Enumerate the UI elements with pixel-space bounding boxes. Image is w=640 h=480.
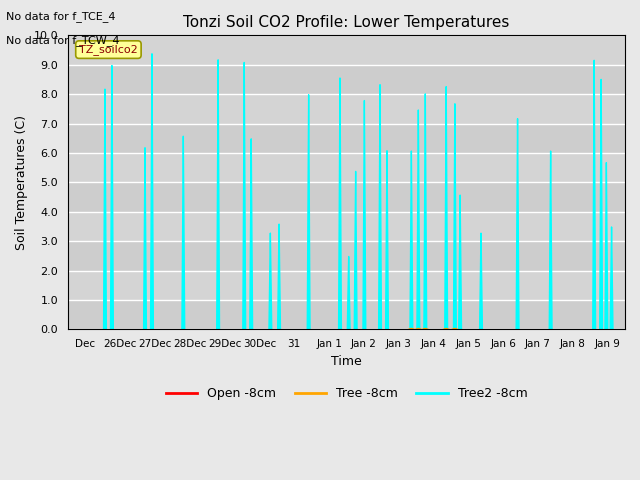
Y-axis label: Soil Temperatures (C): Soil Temperatures (C)	[15, 115, 28, 250]
Bar	[68, 241, 625, 271]
Bar	[68, 182, 625, 212]
Bar	[68, 65, 625, 94]
X-axis label: Time: Time	[331, 355, 362, 368]
Bar	[68, 300, 625, 329]
Text: No data for f_TCE_4: No data for f_TCE_4	[6, 11, 116, 22]
Text: TZ_soilco2: TZ_soilco2	[79, 44, 138, 55]
Title: Tonzi Soil CO2 Profile: Lower Temperatures: Tonzi Soil CO2 Profile: Lower Temperatur…	[183, 15, 509, 30]
Legend: Open -8cm, Tree -8cm, Tree2 -8cm: Open -8cm, Tree -8cm, Tree2 -8cm	[161, 383, 532, 406]
Text: No data for f_TCW_4: No data for f_TCW_4	[6, 35, 120, 46]
Bar	[68, 123, 625, 153]
